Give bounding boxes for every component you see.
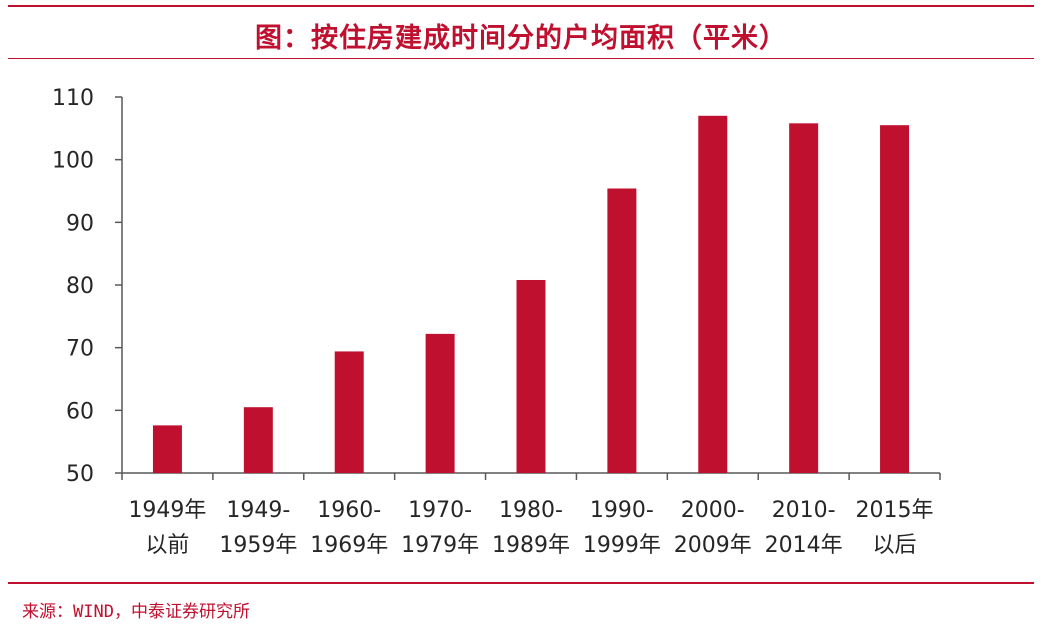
y-tick-label: 80 (66, 274, 94, 299)
bar (243, 407, 273, 473)
y-tick-label: 70 (66, 337, 94, 362)
chart-title: 图：按住房建成时间分的户均面积（平米） (255, 23, 787, 54)
bar (425, 333, 455, 473)
category-label: 2000- (681, 498, 745, 523)
title-rule (8, 58, 1034, 59)
category-label: 1959年 (219, 533, 297, 558)
source-note: 来源：WIND，中泰证券研究所 (22, 602, 250, 622)
bar (880, 125, 910, 473)
bar (789, 123, 819, 473)
bar (334, 351, 364, 473)
category-label: 以后 (873, 533, 917, 558)
category-label: 1980- (499, 498, 563, 523)
category-label: 1979年 (401, 533, 479, 558)
y-tick-label: 50 (66, 462, 94, 487)
category-label: 2014年 (765, 533, 843, 558)
bar (607, 188, 637, 473)
y-tick-label: 60 (66, 399, 94, 424)
category-label: 1989年 (492, 533, 570, 558)
y-tick-label: 110 (52, 86, 94, 111)
category-label: 1949年 (128, 498, 206, 523)
category-label: 以前 (145, 533, 189, 558)
y-tick-label: 90 (66, 211, 94, 236)
category-label: 1969年 (310, 533, 388, 558)
category-label: 2009年 (674, 533, 752, 558)
category-label: 1960- (317, 498, 381, 523)
bar (516, 279, 546, 473)
category-label: 1970- (408, 498, 472, 523)
bar (698, 115, 728, 474)
category-label: 1990- (590, 498, 654, 523)
category-label: 1999年 (583, 533, 661, 558)
category-label: 1949- (226, 498, 290, 523)
category-label: 2015年 (856, 498, 934, 523)
category-label: 2010- (772, 498, 836, 523)
bar (152, 425, 182, 473)
y-tick-label: 100 (52, 149, 94, 174)
bottom-rule (8, 582, 1034, 584)
top-rule (8, 5, 1034, 7)
